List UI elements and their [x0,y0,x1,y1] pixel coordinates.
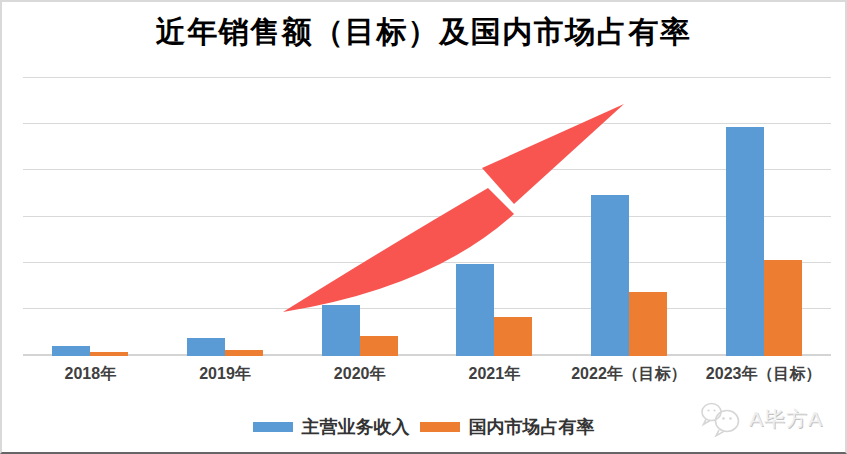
bar-revenue [591,195,629,356]
bar-market-share [225,350,263,356]
x-axis-line [23,354,831,356]
gridline [23,123,831,124]
bar-revenue [322,305,360,356]
x-axis-label: 2021年 [469,364,521,385]
legend-swatch-market-share [420,422,460,432]
bar-market-share [360,336,398,356]
legend-swatch-revenue [253,422,293,432]
bar-revenue [52,346,90,356]
bar-revenue [187,338,225,356]
legend-item-revenue: 主营业务收入 [253,415,410,439]
x-axis-label: 2018年 [65,364,117,385]
bar-revenue [726,127,764,356]
legend-item-market-share: 国内市场占有率 [420,415,595,439]
bar-market-share [629,292,667,356]
gridline [23,77,831,78]
bar-market-share [764,260,802,356]
wechat-icon [698,401,744,437]
bar-market-share [90,352,128,356]
gridline [23,216,831,217]
x-axis-labels: 2018年 2019年 2020年 2021年 2022年（目标） 2023年（目标） [23,364,831,390]
plot-area [23,77,831,356]
watermark-text: A毕方A [749,405,823,433]
x-axis-label: 2023年（目标） [706,364,822,385]
x-axis-label: 2019年 [199,364,251,385]
bar-market-share [494,317,532,356]
x-axis-label: 2020年 [334,364,386,385]
chart-title: 近年销售额（目标）及国内市场占有率 [2,12,845,53]
gridline [23,169,831,170]
gridline [23,262,831,263]
legend-label-market-share: 国内市场占有率 [469,415,595,439]
legend-label-revenue: 主营业务收入 [302,415,410,439]
watermark: A毕方A [698,401,823,437]
x-axis-label: 2022年（目标） [571,364,687,385]
chart-card: 近年销售额（目标）及国内市场占有率 2018年2019年2020年2021年20… [0,0,847,454]
bar-revenue [456,264,494,356]
gridline [23,308,831,309]
